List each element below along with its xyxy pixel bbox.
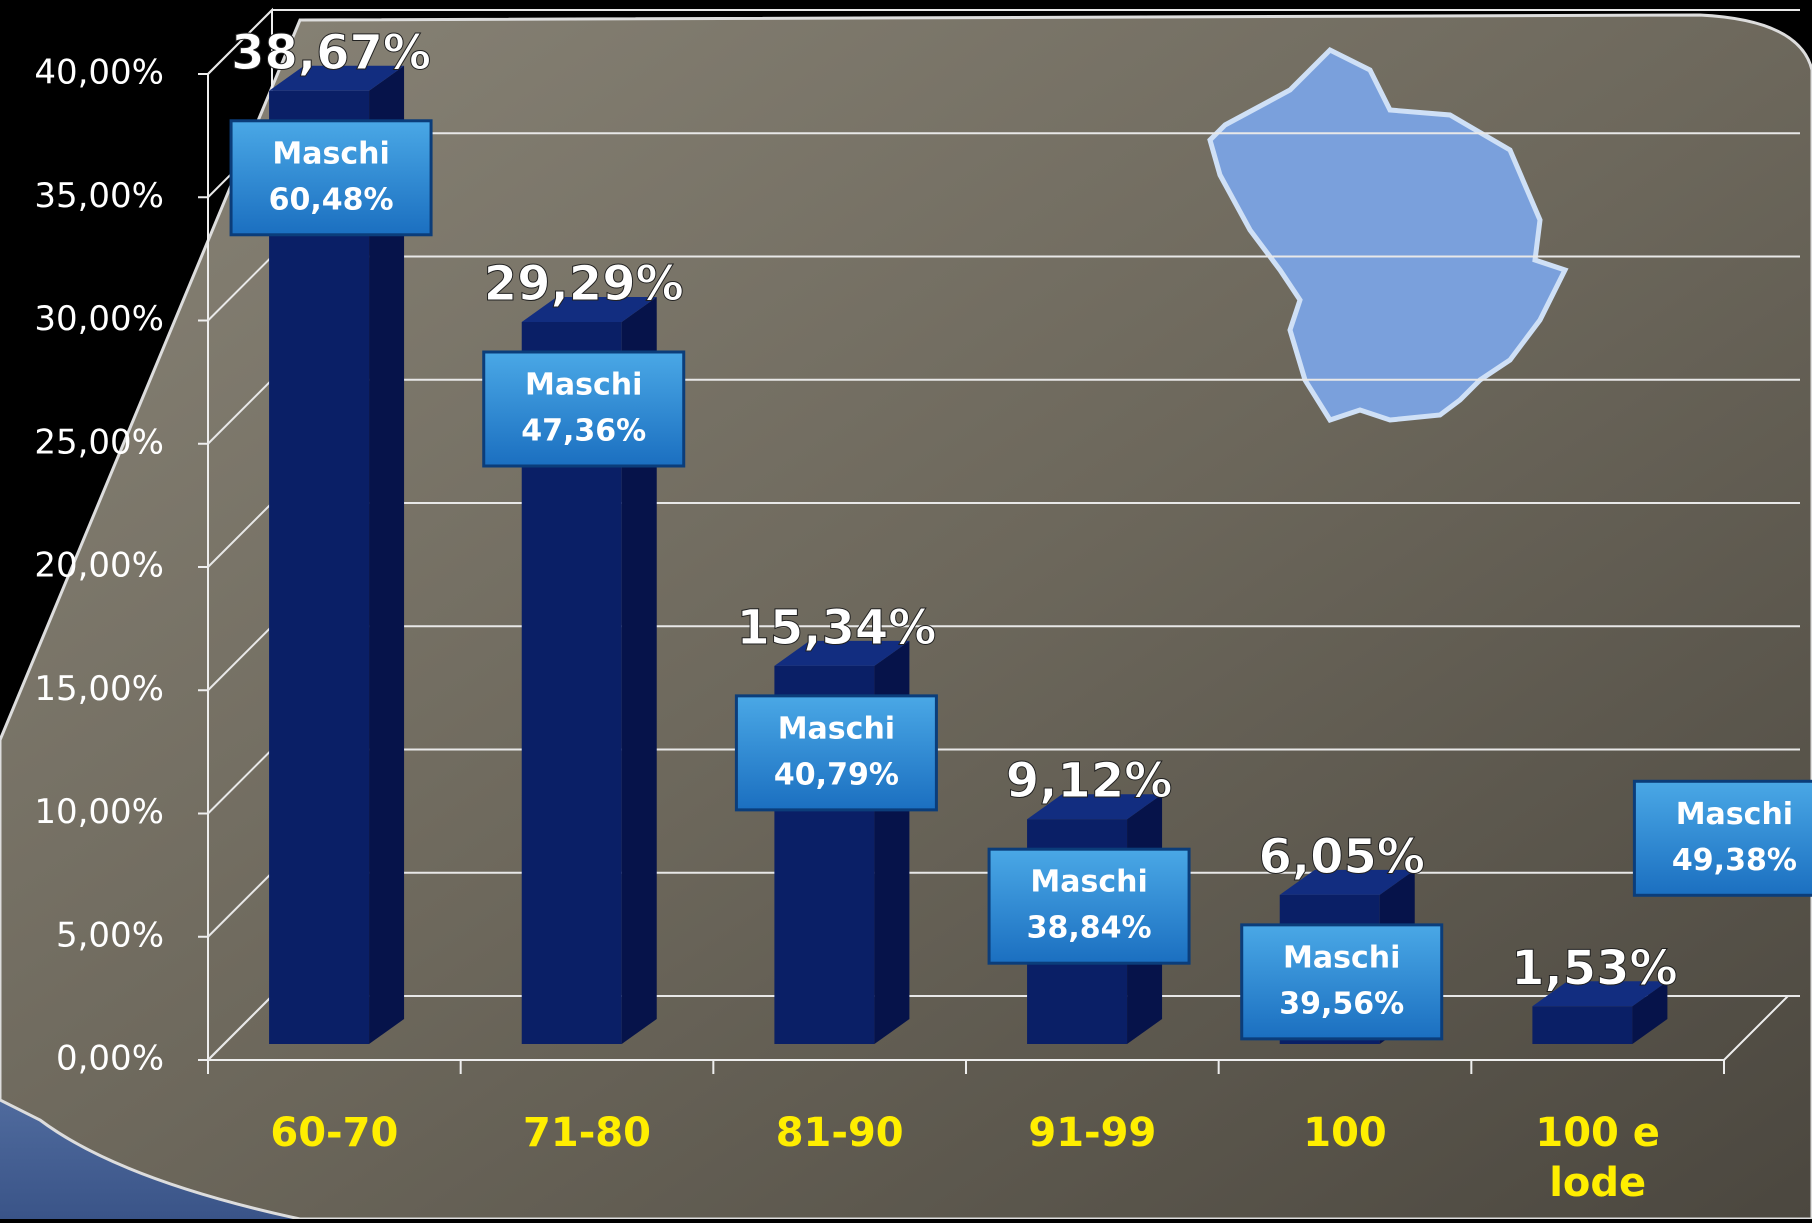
value-label: 1,53% [1511,940,1678,996]
x-tick-label: 91-99 [1028,1110,1156,1156]
annotation-label: 47,36% [521,414,646,449]
bar-front [1532,1006,1632,1044]
annotation-name: Maschi [778,711,895,746]
x-tick-label: 71-80 [523,1110,651,1156]
annotation-label: 38,84% [1027,911,1152,946]
value-label: 29,29% [484,256,684,312]
y-tick-label: 40,00% [34,53,164,93]
annotation-name: Maschi [272,136,389,171]
x-tick-label: 60-70 [270,1110,398,1156]
y-tick-label: 20,00% [34,546,164,586]
annotation-label: 49,38% [1672,843,1797,878]
annotation-name: Maschi [1283,940,1400,975]
y-tick-label: 30,00% [34,299,164,339]
annotation-name: Maschi [525,368,642,403]
y-tick-label: 10,00% [34,792,164,832]
annotation-label: 39,56% [1279,986,1404,1021]
annotation-name: Maschi [1030,865,1147,900]
y-tick-label: 5,00% [56,915,164,955]
y-tick-label: 0,00% [56,1039,164,1079]
value-label: 9,12% [1006,753,1173,809]
y-tick-label: 15,00% [34,669,164,709]
y-tick-label: 25,00% [34,422,164,462]
annotation-name: Maschi [1676,797,1793,832]
x-tick-label: 81-90 [776,1110,904,1156]
annotation-label: 40,79% [774,757,899,792]
value-label: 38,67% [231,25,431,81]
annotation-label: 60,48% [269,182,394,217]
chart: 0,00% 5,00% 10,00% 15,00% 20,00% 25,00% 30,00%… [0,0,1812,1219]
value-label: 15,34% [736,600,936,656]
value-label: 6,05% [1258,829,1425,885]
y-tick-label: 35,00% [34,176,164,216]
x-tick-label: 100 [1303,1110,1387,1156]
